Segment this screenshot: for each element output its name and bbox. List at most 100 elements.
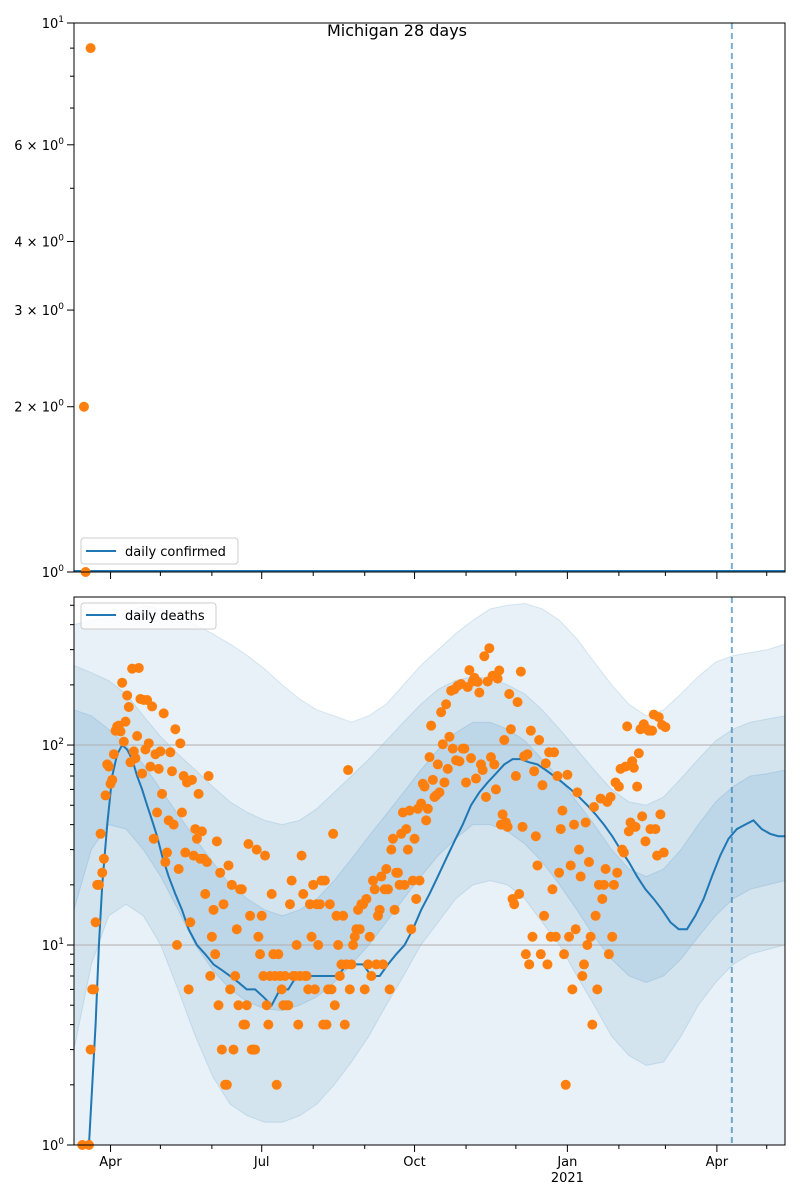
y-tick-label: 6 × 100 xyxy=(14,137,64,154)
deaths-point xyxy=(201,857,212,868)
deaths-point xyxy=(85,1044,96,1055)
deaths-point xyxy=(512,697,523,708)
deaths-point xyxy=(233,1000,244,1011)
deaths-point xyxy=(447,743,458,754)
deaths-point xyxy=(168,819,179,830)
deaths-point xyxy=(444,731,455,742)
deaths-point xyxy=(377,959,388,970)
deaths-plot-frame xyxy=(73,596,786,1146)
y-tick-label: 102 xyxy=(42,737,64,754)
deaths-point xyxy=(484,643,495,654)
deaths-point xyxy=(572,787,583,798)
deaths-point xyxy=(382,884,393,895)
deaths-point xyxy=(158,708,169,719)
deaths-point xyxy=(427,774,438,785)
x-tick-label: Apr xyxy=(99,1155,122,1170)
deaths-point xyxy=(389,904,400,915)
deaths-point xyxy=(243,839,254,850)
deaths-point xyxy=(286,875,297,886)
deaths-point xyxy=(210,949,221,960)
deaths-point xyxy=(301,971,312,982)
deaths-point xyxy=(255,949,266,960)
deaths-point xyxy=(273,949,284,960)
deaths-point xyxy=(613,781,624,792)
deaths-point xyxy=(215,867,226,878)
deaths-point xyxy=(514,888,525,899)
deaths-point xyxy=(520,949,531,960)
x-tick-label: Oct xyxy=(403,1155,425,1170)
deaths-point xyxy=(640,836,651,847)
deaths-point xyxy=(143,738,154,749)
deaths-point xyxy=(366,971,377,982)
deaths-legend-box xyxy=(80,602,217,630)
deaths-point xyxy=(240,1019,251,1030)
y-tick-label: 100 xyxy=(42,1137,65,1154)
deaths-point xyxy=(221,1079,232,1090)
deaths-point xyxy=(123,701,134,712)
deaths-point xyxy=(364,931,375,942)
deaths-point xyxy=(570,924,581,935)
deaths-point xyxy=(414,875,425,886)
deaths-point xyxy=(147,701,158,712)
deaths-point xyxy=(547,884,558,895)
deaths-point xyxy=(293,1019,304,1030)
deaths-point xyxy=(597,893,608,904)
confirmed-panel: 100 2 × 100 3 × 100 4 × 100 6 × 100 101 Michi… xyxy=(14,15,786,581)
chart-title: Michigan 28 days xyxy=(327,21,467,40)
deaths-point xyxy=(549,747,560,758)
deaths-point xyxy=(555,824,566,835)
x-tick-sublabel: 2021 xyxy=(551,1171,584,1186)
deaths-point xyxy=(326,984,337,995)
deaths-point xyxy=(612,867,623,878)
deaths-point xyxy=(132,730,143,741)
deaths-point xyxy=(603,949,614,960)
deaths-point xyxy=(173,863,184,874)
deaths-point xyxy=(88,984,99,995)
deaths-point xyxy=(260,850,271,861)
deaths-point xyxy=(567,984,578,995)
deaths-point xyxy=(560,1079,571,1090)
deaths-point xyxy=(592,984,603,995)
deaths-point xyxy=(324,899,335,910)
deaths-point xyxy=(250,1044,261,1055)
deaths-point xyxy=(348,940,359,951)
deaths-point xyxy=(228,1044,239,1055)
deaths-point xyxy=(308,879,319,890)
deaths-point xyxy=(502,821,513,832)
deaths-point xyxy=(175,738,186,749)
deaths-point xyxy=(437,739,448,750)
deaths-point xyxy=(441,699,452,710)
deaths-point xyxy=(574,844,585,855)
deaths-point xyxy=(622,721,633,732)
deaths-point xyxy=(392,867,403,878)
deaths-point xyxy=(180,847,191,858)
deaths-point xyxy=(540,758,551,769)
deaths-point xyxy=(578,959,589,970)
confirmed-plot-area xyxy=(74,23,785,572)
deaths-point xyxy=(587,1019,598,1030)
deaths-point xyxy=(363,959,374,970)
deaths-point xyxy=(653,712,664,723)
deaths-point xyxy=(354,924,365,935)
deaths-point xyxy=(309,984,320,995)
deaths-point xyxy=(426,720,437,731)
deaths-point xyxy=(632,781,643,792)
deaths-point xyxy=(607,931,618,942)
deaths-point xyxy=(155,746,166,757)
deaths-point xyxy=(314,899,325,910)
deaths-point xyxy=(590,910,601,921)
deaths-point xyxy=(515,666,526,677)
deaths-point xyxy=(361,893,372,904)
deaths-point xyxy=(384,984,395,995)
deaths-point xyxy=(253,931,264,942)
confirmed-plot-frame xyxy=(73,22,786,573)
deaths-point xyxy=(532,860,543,871)
deaths-point xyxy=(186,774,197,785)
deaths-point xyxy=(620,761,631,772)
confirmed-point xyxy=(78,401,89,412)
deaths-point xyxy=(406,924,417,935)
deaths-point xyxy=(213,1000,224,1011)
deaths-point xyxy=(208,904,219,915)
